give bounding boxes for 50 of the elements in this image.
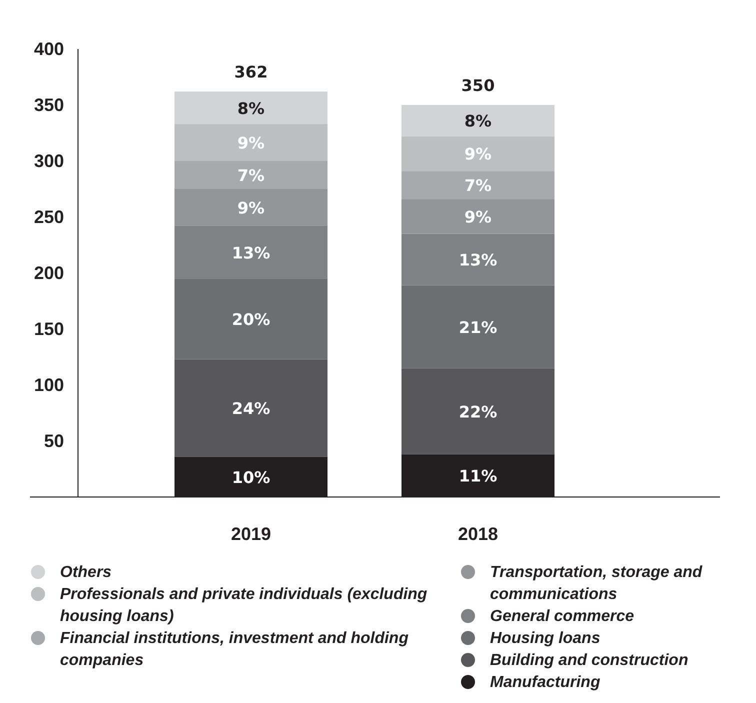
bar <box>174 226 328 279</box>
annotation: 13% <box>232 243 270 262</box>
bar <box>402 136 554 172</box>
annotation: 7% <box>237 166 265 185</box>
bar <box>402 105 554 136</box>
bar <box>402 199 554 234</box>
annotation: 9% <box>237 134 265 153</box>
y-tick-label: 250 <box>34 206 64 227</box>
legend-label: Professionals and private individuals (excluding housing loans) <box>60 586 428 625</box>
bar <box>174 278 328 360</box>
bar <box>174 124 328 161</box>
annotation: 24% <box>232 398 270 418</box>
annotation: 22% <box>458 402 498 422</box>
legend-label: Building and construction <box>490 652 688 669</box>
annotation: 13% <box>458 250 498 270</box>
annotation: 21% <box>458 318 498 337</box>
bar <box>174 92 328 124</box>
annotation: 10% <box>232 468 270 487</box>
annotation: 8% <box>237 98 265 118</box>
annotation: 11% <box>458 466 498 486</box>
annotation: 9% <box>464 207 492 226</box>
annotation: 7% <box>464 176 492 196</box>
bar <box>402 285 554 368</box>
y-tick-label: 300 <box>34 150 64 171</box>
annotation: 8% <box>464 112 492 131</box>
bar <box>174 189 328 226</box>
annotation: 9% <box>237 198 265 218</box>
x-tick-label: 2018 <box>458 524 498 544</box>
bar <box>402 171 554 200</box>
bar <box>174 359 328 457</box>
legend-label: Housing loans <box>490 630 600 647</box>
y-tick-label: 150 <box>34 318 64 339</box>
bar <box>402 234 554 286</box>
y-tick-label: 100 <box>34 374 64 395</box>
legend-label: General commerce <box>490 608 634 625</box>
y-tick-label: 50 <box>44 430 64 451</box>
x-tick-label: 2019 <box>230 524 272 544</box>
total-label: 350 <box>461 76 495 95</box>
y-tick-label: 400 <box>34 38 64 59</box>
legend-label: Manufacturing <box>490 674 600 691</box>
legend-label: Financial institutions, investment and holding companies <box>60 630 409 669</box>
y-tick-label: 350 <box>34 94 64 115</box>
legend-label: Others <box>60 564 112 581</box>
bar <box>174 161 328 189</box>
legend-label: Transportation, storage and communications <box>490 564 704 603</box>
annotation: 9% <box>464 144 492 164</box>
total-label: 362 <box>234 62 268 82</box>
y-tick-label: 200 <box>34 262 64 283</box>
bar <box>402 368 554 454</box>
annotation: 20% <box>232 310 270 329</box>
